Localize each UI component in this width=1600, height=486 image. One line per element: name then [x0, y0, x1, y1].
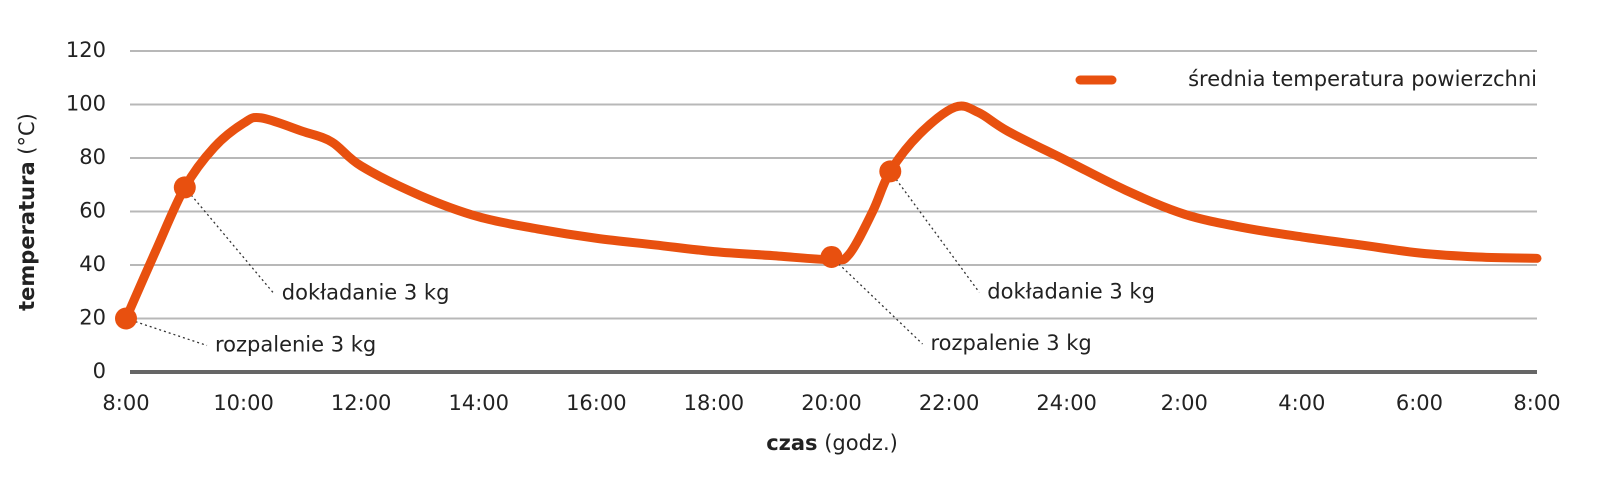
x-label-main: czas — [766, 431, 817, 455]
annotation-leader — [184, 187, 275, 294]
x-tick-label: 24:00 — [1036, 391, 1097, 415]
x-axis-label: czas (godz.) — [766, 431, 898, 455]
x-tick-label: 4:00 — [1278, 391, 1325, 415]
x-tick-label: 16:00 — [566, 391, 627, 415]
y-tick-label: 80 — [79, 145, 106, 169]
x-tick-label: 6:00 — [1396, 391, 1443, 415]
x-tick-label: 12:00 — [331, 391, 392, 415]
annotation-label: rozpalenie 3 kg — [931, 331, 1092, 355]
x-tick-label: 2:00 — [1161, 391, 1208, 415]
x-tick-label: 22:00 — [919, 391, 980, 415]
event-marker — [173, 176, 196, 199]
x-label-unit: (godz.) — [824, 431, 898, 455]
y-tick-label: 100 — [66, 92, 106, 116]
event-marker — [879, 160, 902, 183]
x-tick-label: 10:00 — [213, 391, 274, 415]
event-marker — [820, 245, 843, 268]
y-tick-label: 60 — [79, 199, 106, 223]
annotation-label: dokładanie 3 kg — [987, 279, 1155, 303]
y-axis-label: temperatura (°C) — [15, 113, 39, 311]
annotation-label: rozpalenie 3 kg — [215, 333, 376, 357]
x-tick-label: 8:00 — [102, 391, 149, 415]
x-tick-label: 18:00 — [684, 391, 745, 415]
event-marker — [115, 307, 137, 330]
annotation-leader — [889, 170, 980, 293]
legend-label: średnia temperatura powierzchni — [1188, 67, 1537, 91]
y-tick-label: 40 — [79, 252, 106, 276]
y-label-unit: (°C) — [15, 113, 39, 155]
annotation-leader — [125, 317, 208, 347]
x-tick-label: 20:00 — [801, 391, 862, 415]
x-tick-label: 14:00 — [448, 391, 509, 415]
annotation-leader — [831, 256, 923, 345]
x-tick-label: 8:00 — [1513, 391, 1560, 415]
y-tick-label: 0 — [93, 359, 106, 383]
y-label-main: temperatura — [15, 161, 39, 310]
y-tick-label: 120 — [66, 38, 106, 62]
annotation-label: dokładanie 3 kg — [282, 280, 450, 304]
y-tick-label: 20 — [79, 306, 106, 330]
